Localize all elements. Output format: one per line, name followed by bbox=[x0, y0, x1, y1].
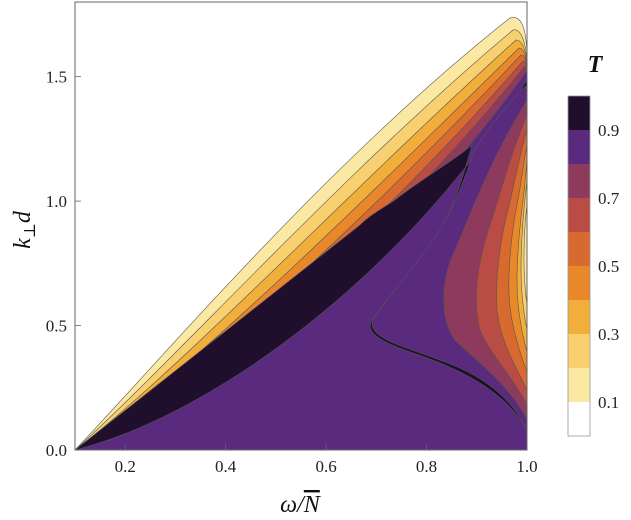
colorbar-tick-label: 0.7 bbox=[598, 189, 620, 208]
colorbar-bands bbox=[568, 96, 590, 436]
colorbar-band bbox=[568, 130, 590, 164]
x-tick-label: 0.2 bbox=[115, 457, 136, 476]
y-axis-ticks: 0.0 0.5 1.0 1.5 bbox=[46, 68, 81, 460]
y-axis-label: k⊥d bbox=[10, 210, 39, 249]
colorbar-band bbox=[568, 232, 590, 266]
y-tick-label: 0.5 bbox=[46, 317, 67, 336]
colorbar-band bbox=[568, 334, 590, 368]
x-tick-label: 0.8 bbox=[416, 457, 437, 476]
x-axis-ticks: 0.2 0.4 0.6 0.8 1.0 bbox=[115, 444, 538, 476]
plot-area: 0.2 0.4 0.6 0.8 1.0 0.0 0.5 1.0 1.5 bbox=[46, 1, 538, 476]
colorbar-band bbox=[568, 96, 590, 130]
colorbar-band bbox=[568, 266, 590, 300]
colorbar-tick-label: 0.9 bbox=[598, 121, 619, 140]
x-tick-label: 0.4 bbox=[215, 457, 237, 476]
x-axis-label: ω/N bbox=[280, 492, 322, 518]
colorbar-tick-label: 0.3 bbox=[598, 325, 619, 344]
x-tick-label: 0.6 bbox=[315, 457, 336, 476]
colorbar-band bbox=[568, 300, 590, 334]
y-tick-label: 1.5 bbox=[46, 68, 67, 87]
colorbar-band bbox=[568, 164, 590, 198]
colorbar-tick-label: 0.1 bbox=[598, 393, 619, 412]
colorbar-band bbox=[568, 198, 590, 232]
x-tick-label: 1.0 bbox=[516, 457, 537, 476]
colorbar-tick-label: 0.5 bbox=[598, 257, 619, 276]
contour-bands bbox=[75, 17, 527, 450]
lobe-band-0.1 bbox=[523, 204, 527, 306]
colorbar-band bbox=[568, 368, 590, 402]
y-tick-label: 1.0 bbox=[46, 192, 67, 211]
colorbar: T 0.1 0.3 0.5 0.7 0.9 bbox=[567, 52, 620, 437]
colorbar-frame bbox=[567, 95, 591, 437]
colorbar-title: T bbox=[588, 52, 604, 78]
colorbar-ticks: 0.1 0.3 0.5 0.7 0.9 bbox=[598, 121, 620, 412]
y-tick-label: 0.0 bbox=[46, 441, 67, 460]
plot-frame bbox=[74, 1, 528, 451]
colorbar-band bbox=[568, 402, 590, 436]
